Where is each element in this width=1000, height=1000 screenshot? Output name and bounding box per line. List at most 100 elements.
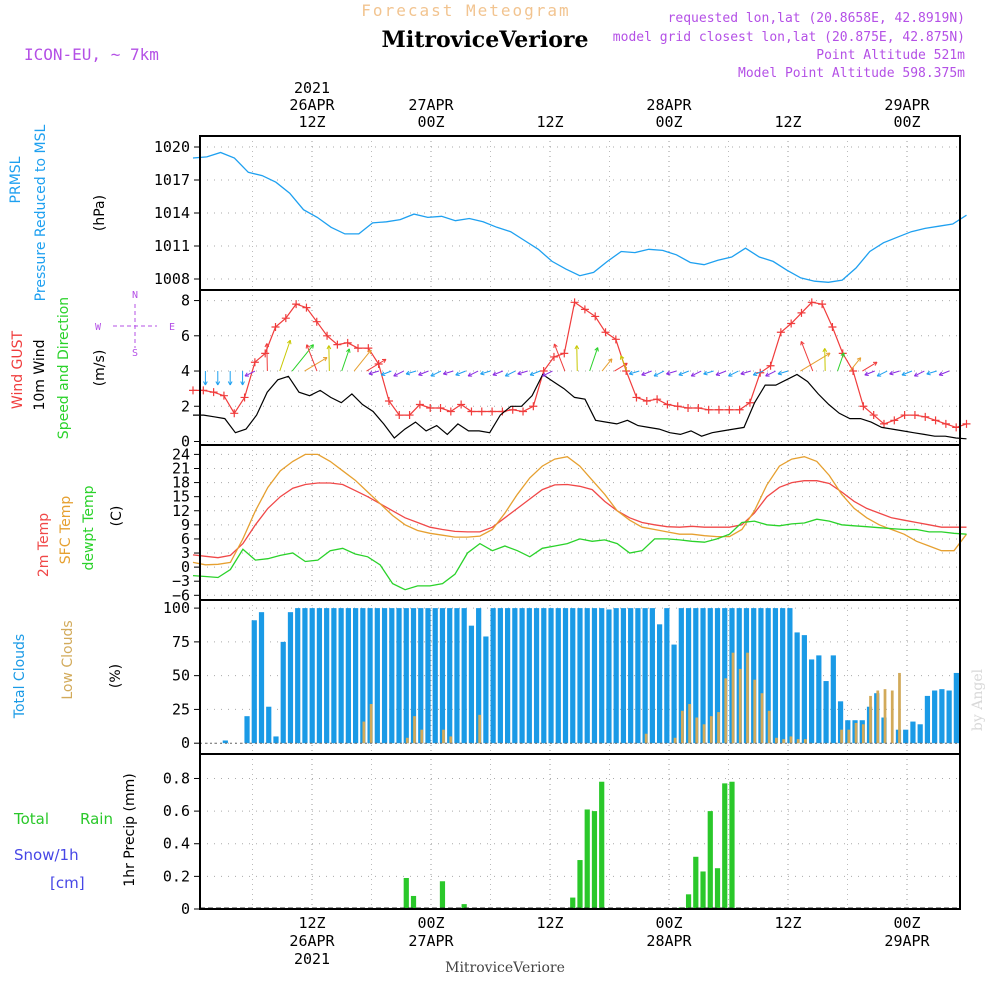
- total-cloud-bar: [461, 608, 467, 744]
- panel-frame: [199, 135, 961, 291]
- wind-arrow: [492, 370, 504, 376]
- gust-marker: [931, 416, 940, 425]
- low-cloud-bar: [796, 739, 800, 744]
- wind-arrow-head: [594, 347, 599, 352]
- rain-bar: [584, 809, 590, 909]
- gust-marker: [271, 322, 280, 331]
- top-time-label: 00Z: [893, 113, 920, 131]
- wind-arrow-head: [380, 371, 386, 376]
- wind-arrow-head: [822, 348, 828, 353]
- wind-arrow: [393, 370, 404, 377]
- total-cloud-bar: [953, 672, 959, 744]
- total-cloud-bar: [367, 608, 373, 744]
- low-cloud-bar: [876, 690, 880, 744]
- gust-marker: [292, 300, 301, 309]
- wind-arrow: [864, 370, 875, 376]
- total-cloud-bar: [570, 608, 576, 744]
- wind-arrow-head: [873, 361, 878, 366]
- y-tick-label: 3: [181, 544, 190, 562]
- wind-arrow-head: [442, 370, 448, 376]
- precip-unit: 1hr Precip (mm): [122, 773, 138, 886]
- bottom-time-label: 26APR: [289, 932, 335, 950]
- total-cloud-bar: [816, 655, 822, 744]
- total-cloud-bar: [468, 625, 475, 744]
- panel-frame: [199, 753, 961, 910]
- low-cloud-bar: [847, 729, 851, 744]
- y-tick-label: 18: [172, 474, 190, 492]
- gust-marker: [189, 386, 197, 395]
- model-altitude: Model Point Altitude 598.375m: [738, 66, 965, 81]
- total-cloud-bar: [664, 608, 670, 744]
- wind-arrow-head: [826, 352, 831, 357]
- wind-arrow: [629, 370, 640, 375]
- snow-unit-label: [cm]: [50, 874, 85, 892]
- low-cloud-bar: [369, 704, 373, 744]
- low-cloud-bar: [420, 729, 424, 744]
- top-time-label: 12Z: [298, 113, 325, 131]
- gust-marker: [591, 312, 600, 321]
- y-tick-label: 0.2: [163, 867, 190, 885]
- rain-label-total: Total: [13, 810, 49, 828]
- total-cloud-bar: [548, 608, 554, 744]
- gust-marker: [962, 419, 971, 428]
- gust-marker: [714, 405, 723, 414]
- low-cloud-bar: [746, 652, 749, 744]
- wind-arrow: [467, 370, 479, 377]
- total-cloud-bar: [751, 608, 757, 744]
- total-cloud-bar: [533, 608, 540, 744]
- wind-arrow-head: [264, 343, 270, 348]
- wind-arrow-head: [752, 371, 758, 376]
- wind-dir-ylabel: Speed and Direction: [56, 297, 72, 439]
- wind-arrow-head: [703, 370, 708, 376]
- total-cloud-bar: [410, 608, 417, 744]
- total-cloud-bar: [555, 608, 561, 744]
- rain-bar: [599, 781, 605, 909]
- total-cloud-bar: [280, 641, 286, 744]
- low-cloud-bar: [731, 652, 735, 744]
- wind-ylabel: 10m Wind: [32, 339, 48, 410]
- wind-arrow: [715, 370, 727, 376]
- y-tick-label: 100: [163, 599, 190, 617]
- low-cloud-bar: [753, 679, 757, 744]
- y-tick-label: 1014: [154, 204, 190, 222]
- y-tick-label: 6: [181, 327, 190, 345]
- total-cloud-bar: [620, 608, 627, 744]
- y-tick-label: −3: [172, 572, 190, 590]
- wind-arrow-head: [322, 357, 328, 362]
- wind-arrow-head: [856, 357, 862, 362]
- y-tick-label: 15: [172, 488, 190, 506]
- low-cloud-bar: [644, 733, 648, 744]
- gust-marker: [467, 407, 476, 416]
- total-cloud-bar: [266, 706, 272, 744]
- y-tick-label: 0: [181, 900, 190, 918]
- total-cloud-bar: [497, 608, 503, 744]
- pressure-unit: (hPa): [92, 195, 108, 231]
- footer-location: MitroviceVeriore: [445, 960, 565, 976]
- wind-arrow-head: [876, 372, 882, 377]
- wind-arrow: [381, 370, 392, 376]
- top-time-label: 00Z: [417, 113, 444, 131]
- supertitle: Forecast Meteogram: [361, 1, 570, 20]
- gust-marker: [725, 405, 734, 414]
- wind-arrow: [341, 348, 350, 372]
- bottom-time-label: 2021: [294, 950, 330, 968]
- gust-marker: [663, 400, 672, 409]
- gust-marker: [209, 388, 218, 397]
- wind-arrow-head: [346, 348, 351, 353]
- total-cloud-bar: [830, 655, 836, 744]
- gust-marker: [477, 407, 486, 416]
- low-cloud-bar: [782, 739, 786, 744]
- low-cloud-bar: [695, 717, 699, 744]
- gust-marker: [488, 407, 497, 416]
- y-tick-label: 2: [181, 397, 190, 415]
- wind-arrow-head: [367, 349, 372, 355]
- wind-arrow: [517, 370, 528, 375]
- y-tick-label: 4: [181, 362, 190, 380]
- low-cloud-bar: [405, 737, 409, 744]
- wind-arrow-head: [777, 370, 783, 376]
- wind-arrow: [244, 370, 256, 377]
- total-cloud-bar: [837, 701, 844, 744]
- gust-marker: [684, 404, 693, 413]
- total-cloud-bar: [381, 608, 388, 744]
- top-time-label: 27APR: [408, 96, 454, 114]
